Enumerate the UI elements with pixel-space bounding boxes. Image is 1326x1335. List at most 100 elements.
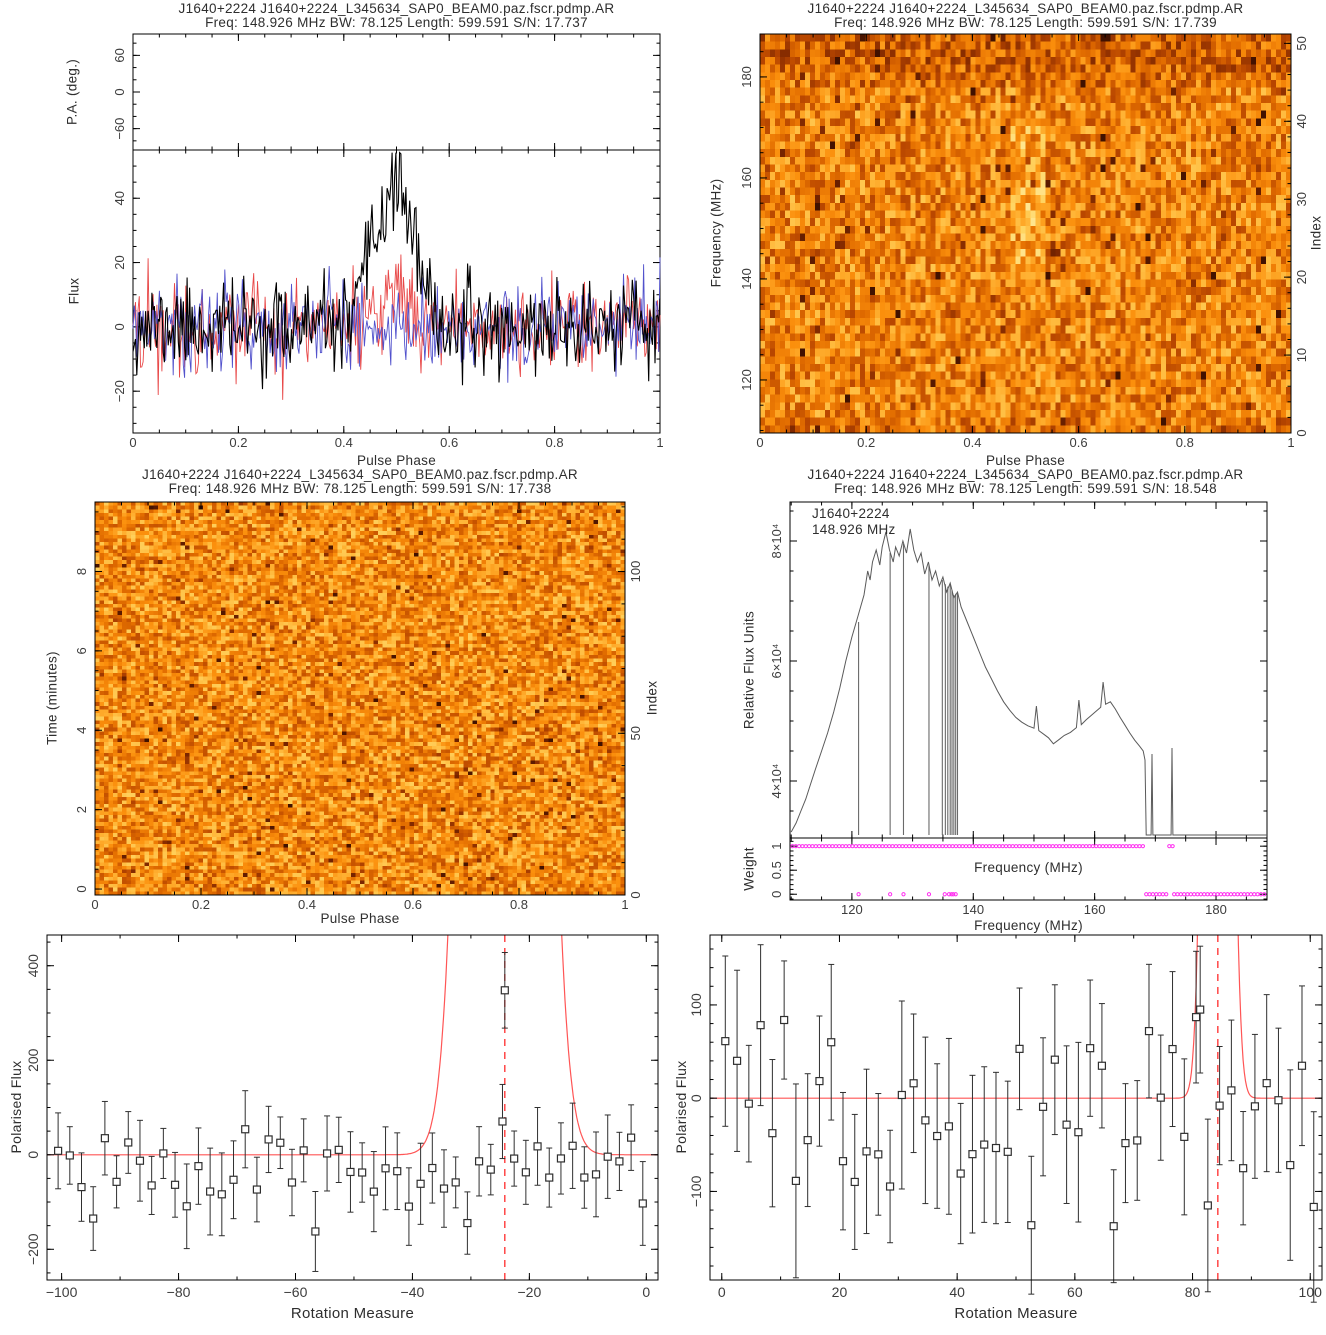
svg-text:100: 100 [1299,1284,1323,1300]
svg-text:0: 0 [628,891,643,898]
svg-text:−80: −80 [167,1284,191,1300]
svg-text:0.2: 0.2 [192,897,210,912]
svg-text:1: 1 [621,897,628,912]
time-phase-subtitle: Freq: 148.926 MHz BW: 78.125 Length: 599… [168,481,552,496]
svg-text:−20: −20 [517,1284,541,1300]
index-axis-label-top: Index [1308,215,1324,251]
svg-text:0.6: 0.6 [440,435,458,450]
svg-text:0.8: 0.8 [510,897,528,912]
svg-text:40: 40 [112,191,127,205]
svg-text:0.4: 0.4 [335,435,353,450]
svg-text:40: 40 [1294,114,1309,128]
svg-text:6×10⁴: 6×10⁴ [769,644,784,679]
svg-text:20: 20 [1294,270,1309,284]
svg-text:0: 0 [756,435,763,450]
bandpass-xaxis-label: Frequency (MHz) [974,918,1083,933]
svg-text:−20: −20 [112,380,127,402]
svg-text:10: 10 [1294,348,1309,362]
weight-inner-frequency-label: Frequency (MHz) [974,860,1083,875]
polarised-flux-label-left: Polarised Flux [8,1060,24,1154]
svg-text:0.5: 0.5 [769,861,784,879]
svg-text:0: 0 [688,1094,704,1102]
svg-text:160: 160 [1084,902,1106,917]
svg-text:1: 1 [769,843,784,850]
rotation-measure-label-left: Rotation Measure [290,1305,415,1322]
svg-text:0.4: 0.4 [963,435,981,450]
svg-text:0.2: 0.2 [229,435,247,450]
svg-text:200: 200 [25,1048,41,1072]
polarised-flux-label-right: Polarised Flux [673,1060,689,1154]
svg-text:140: 140 [739,268,754,290]
svg-text:40: 40 [949,1284,965,1300]
svg-text:4: 4 [74,727,89,734]
svg-text:−60: −60 [284,1284,308,1300]
frequency-phase-frame: 0 0.2 0.4 0.6 0.8 1 120 140 160 180 0 10 20 30 40 50 [739,33,1309,450]
svg-text:60: 60 [112,48,127,62]
freq-phase-subtitle: Freq: 148.926 MHz BW: 78.125 Length: 599… [834,15,1217,30]
svg-text:30: 30 [1294,192,1309,206]
time-phase-title: J1640+2224 J1640+2224_L345634_SAP0_BEAM0… [142,467,578,482]
freq-phase-title: J1640+2224 J1640+2224_L345634_SAP0_BEAM0… [807,1,1244,16]
svg-text:140: 140 [962,902,984,917]
pa-axis-label: P.A. (deg.) [64,58,80,126]
profile-xaxis-label: Pulse Phase [356,453,437,468]
svg-text:0: 0 [25,1151,41,1159]
svg-text:0: 0 [91,897,98,912]
bandpass-annotation-freq: 148.926 MHz [812,522,896,537]
svg-text:100: 100 [688,993,704,1017]
svg-text:0.4: 0.4 [298,897,316,912]
svg-text:1: 1 [1287,435,1294,450]
svg-text:0: 0 [718,1284,726,1300]
profile-subtitle: Freq: 148.926 MHz BW: 78.125 Length: 599… [205,15,588,30]
profile-title: J1640+2224 J1640+2224_L345634_SAP0_BEAM0… [178,1,615,16]
svg-text:1: 1 [656,435,663,450]
svg-text:80: 80 [1185,1284,1201,1300]
svg-text:2: 2 [74,806,89,813]
svg-text:−60: −60 [112,118,127,140]
svg-text:0.6: 0.6 [1070,435,1088,450]
svg-text:60: 60 [1067,1284,1083,1300]
svg-text:0: 0 [769,891,784,898]
svg-text:20: 20 [832,1284,848,1300]
weight-axis-label: Weight [741,847,757,891]
index-axis-label-middle: Index [644,680,660,716]
bandpass-subtitle: Freq: 148.926 MHz BW: 78.125 Length: 599… [834,481,1217,496]
time-phase-xaxis-label: Pulse Phase [320,911,400,926]
svg-text:0.8: 0.8 [546,435,564,450]
svg-text:180: 180 [1205,902,1227,917]
svg-text:50: 50 [1294,36,1309,50]
svg-text:−40: −40 [401,1284,425,1300]
svg-text:0: 0 [1294,429,1309,436]
frequency-phase-heatmap [760,34,1291,433]
svg-text:8×10⁴: 8×10⁴ [769,524,784,559]
svg-text:120: 120 [739,369,754,391]
time-axis-label: Time (minutes) [44,651,60,745]
svg-text:0: 0 [112,88,127,95]
relative-flux-axis-label: Relative Flux Units [741,610,757,730]
svg-text:160: 160 [739,167,754,189]
svg-text:120: 120 [841,902,863,917]
bandpass-annotation-source: J1640+2224 [812,506,890,521]
profile-panel: −60 0 60 0 0.2 0.4 0.6 0.8 1 −20 0 20 40 [112,33,664,450]
bandpass-panel: 4×10⁴ 6×10⁴ 8×10⁴ 120 140 160 180 0 0.5 1 [769,501,1268,917]
rm-positive-panel: 0 20 40 60 80 100 −100 0 100 [688,934,1323,1303]
svg-text:400: 400 [25,954,41,978]
svg-text:20: 20 [112,255,127,269]
svg-text:−100: −100 [688,1175,704,1207]
svg-text:0: 0 [74,885,89,892]
svg-text:0: 0 [642,1284,650,1300]
freq-phase-xaxis-label: Pulse Phase [985,453,1066,468]
svg-text:0: 0 [112,323,127,330]
svg-text:0.8: 0.8 [1176,435,1194,450]
flux-axis-label: Flux [66,277,82,305]
svg-text:50: 50 [628,726,643,740]
svg-text:0.6: 0.6 [404,897,422,912]
svg-text:0.2: 0.2 [857,435,875,450]
svg-text:0: 0 [129,435,136,450]
svg-text:6: 6 [74,647,89,654]
svg-text:100: 100 [628,561,643,583]
